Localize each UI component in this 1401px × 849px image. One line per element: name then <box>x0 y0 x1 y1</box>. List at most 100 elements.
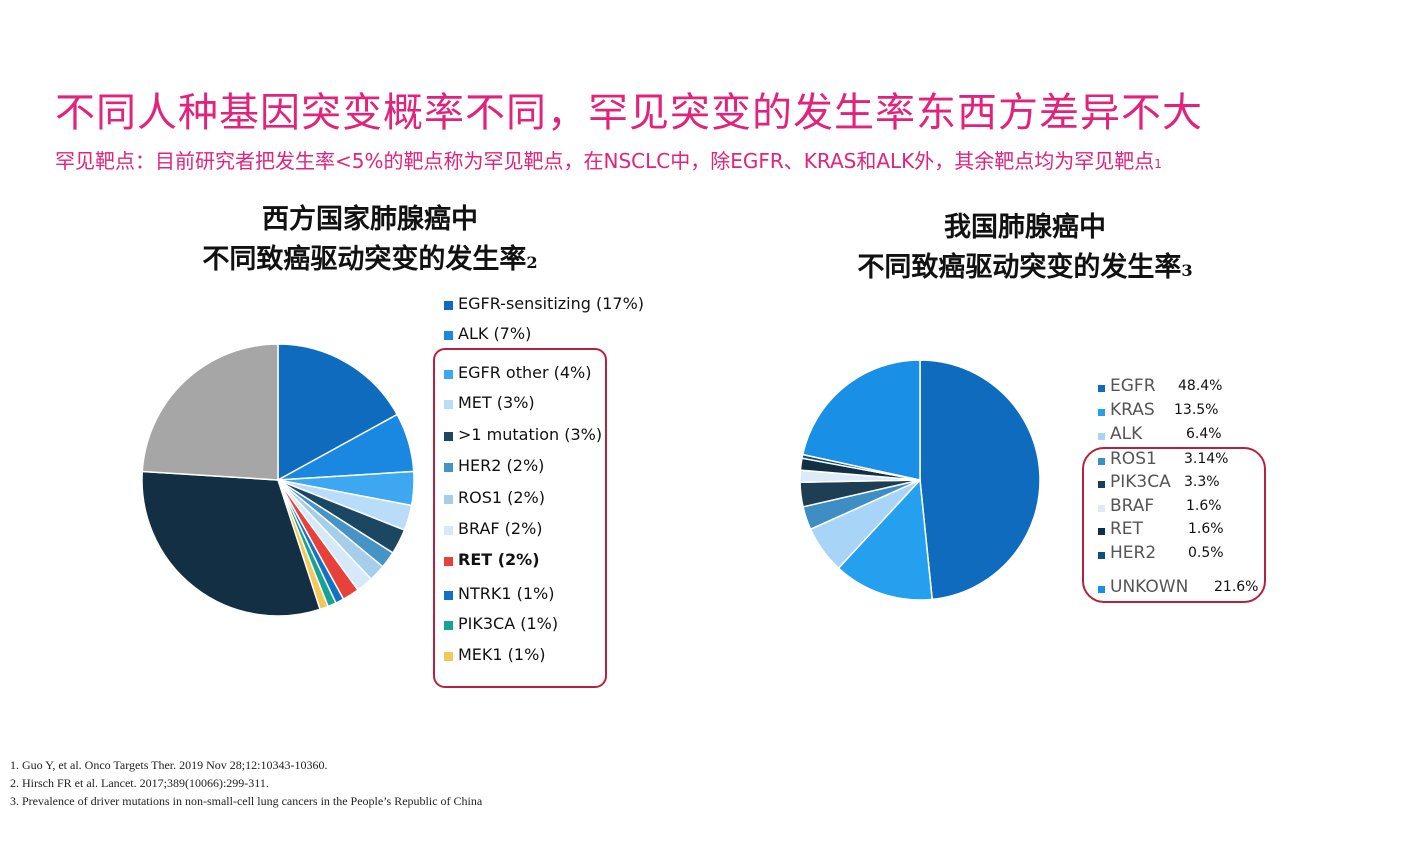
western-legend-item: RET (2%) <box>444 550 540 570</box>
china-slice-1 <box>837 478 934 601</box>
china-legend-item: BRAF 1.6% <box>1098 496 1268 516</box>
western-legend-item: ALK (7%) <box>444 324 531 344</box>
chart2-title: 我国肺腺癌中 不同致癌驱动突变的发生率3 <box>830 208 1220 291</box>
reference-2: 2. Hirsch FR et al. Lancet. 2017;389(100… <box>10 776 269 790</box>
legend-swatch <box>444 331 453 340</box>
legend-label: ALK (7%) <box>458 324 532 343</box>
legend-swatch <box>1098 505 1105 512</box>
legend-value: 3.14% <box>1184 451 1229 467</box>
legend-label: EGFR-sensitizing (17%) <box>458 294 645 313</box>
china-legend-item: RET 1.6% <box>1098 519 1268 539</box>
china-legend-item: ROS1 3.14% <box>1098 449 1268 469</box>
legend-swatch <box>1098 528 1105 535</box>
rare-targets-highlight-box-china <box>1082 447 1266 603</box>
legend-value: 1.6% <box>1188 521 1224 537</box>
slide-title: 不同人种基因突变概率不同，罕见突变的发生率东西方差异不大 <box>55 90 1203 136</box>
legend-swatch <box>444 432 453 441</box>
western-legend-item: ROS1 (2%) <box>444 488 545 508</box>
legend-label: ALK <box>1110 424 1143 444</box>
western-legend-item: EGFR-sensitizing (17%) <box>444 294 644 314</box>
chart2-title-ref: 3 <box>1181 261 1193 280</box>
legend-swatch <box>444 652 453 661</box>
legend-swatch <box>444 621 453 630</box>
western-legend-item: >1 mutation (3%) <box>444 425 602 445</box>
legend-label: ROS1 <box>1110 449 1157 469</box>
legend-swatch <box>1098 409 1105 416</box>
legend-label: NTRK1 (1%) <box>458 584 555 603</box>
legend-swatch <box>444 495 453 504</box>
legend-value: 6.4% <box>1186 426 1222 442</box>
legend-swatch <box>1098 481 1105 488</box>
legend-swatch <box>1098 552 1105 559</box>
chart1-title-line2: 不同致癌驱动突变的发生率2 <box>160 240 580 283</box>
legend-label: MET (3%) <box>458 393 535 412</box>
legend-label: PIK3CA (1%) <box>458 614 559 633</box>
china-pie-chart <box>799 359 1041 601</box>
western-legend-item: BRAF (2%) <box>444 519 543 539</box>
chart2-title-line1: 我国肺腺癌中 <box>944 212 1106 243</box>
legend-label: RET (2%) <box>458 550 540 569</box>
legend-label: MEK1 (1%) <box>458 645 546 664</box>
western-slice-12 <box>141 470 321 617</box>
western-slice-13 <box>141 343 279 481</box>
western-legend-item: NTRK1 (1%) <box>444 584 554 604</box>
legend-label: UNKOWN <box>1110 577 1189 597</box>
western-legend-item: MEK1 (1%) <box>444 645 546 665</box>
rare-targets-highlight-box-western <box>433 348 607 688</box>
western-legend-item: EGFR other (4%) <box>444 363 592 383</box>
china-legend-item: EGFR 48.4% <box>1098 376 1268 396</box>
western-legend-item: MET (3%) <box>444 393 535 413</box>
western-legend-item: HER2 (2%) <box>444 456 544 476</box>
reference-3: 3. Prevalence of driver mutations in non… <box>10 794 483 808</box>
legend-label: EGFR <box>1110 376 1156 396</box>
legend-swatch <box>444 370 453 379</box>
legend-swatch <box>1098 433 1105 440</box>
china-slice-8 <box>801 359 921 481</box>
china-legend-item: ALK 6.4% <box>1098 424 1268 444</box>
legend-label: KRAS <box>1110 400 1155 420</box>
legend-swatch <box>444 557 453 566</box>
legend-value: 3.3% <box>1184 474 1220 490</box>
china-slice-0 <box>919 359 1041 601</box>
china-legend-item: PIK3CA 3.3% <box>1098 472 1268 492</box>
chart1-title-line2-text: 不同致癌驱动突变的发生率 <box>202 244 527 275</box>
western-legend-item: PIK3CA (1%) <box>444 614 558 634</box>
legend-label: >1 mutation (3%) <box>458 425 603 444</box>
legend-value: 1.6% <box>1186 498 1222 514</box>
references: 1. Guo Y, et al. Onco Targets Ther. 2019… <box>10 758 530 812</box>
legend-label: BRAF <box>1110 496 1155 516</box>
legend-swatch <box>1098 458 1105 465</box>
legend-label: ROS1 (2%) <box>458 488 545 507</box>
legend-swatch <box>1098 385 1105 392</box>
subtitle-text: 罕见靶点：目前研究者把发生率<5%的靶点称为罕见靶点，在NSCLC中，除EGFR… <box>55 149 1155 173</box>
legend-label: RET <box>1110 519 1143 539</box>
china-legend-item: HER2 0.5% <box>1098 543 1268 563</box>
chart1-title-line1: 西方国家肺腺癌中 <box>262 204 478 235</box>
legend-label: BRAF (2%) <box>458 519 543 538</box>
western-pie-chart <box>141 343 415 617</box>
slide-subtitle: 罕见靶点：目前研究者把发生率<5%的靶点称为罕见靶点，在NSCLC中，除EGFR… <box>55 145 1162 174</box>
legend-swatch <box>444 591 453 600</box>
legend-label: EGFR other (4%) <box>458 363 592 382</box>
subtitle-ref: 1 <box>1154 157 1162 171</box>
legend-swatch <box>444 463 453 472</box>
legend-value: 13.5% <box>1174 402 1219 418</box>
reference-1: 1. Guo Y, et al. Onco Targets Ther. 2019… <box>10 758 328 772</box>
legend-label: HER2 <box>1110 543 1157 563</box>
legend-label: PIK3CA <box>1110 472 1171 492</box>
legend-value: 48.4% <box>1178 378 1223 394</box>
western-slice-0 <box>277 343 399 482</box>
legend-value: 0.5% <box>1188 545 1224 561</box>
legend-swatch <box>444 400 453 409</box>
china-legend-item: KRAS 13.5% <box>1098 400 1268 420</box>
legend-label: HER2 (2%) <box>458 456 545 475</box>
china-legend-item: UNKOWN 21.6% <box>1098 577 1268 597</box>
legend-swatch <box>1098 586 1105 593</box>
legend-swatch <box>444 526 453 535</box>
chart2-title-line2: 不同致癌驱动突变的发生率3 <box>830 248 1220 291</box>
legend-swatch <box>444 301 453 310</box>
chart1-title-ref: 2 <box>526 253 538 272</box>
legend-value: 21.6% <box>1214 579 1259 595</box>
chart1-title: 西方国家肺腺癌中 不同致癌驱动突变的发生率2 <box>160 200 580 283</box>
chart2-title-line2-text: 不同致癌驱动突变的发生率 <box>857 252 1182 283</box>
